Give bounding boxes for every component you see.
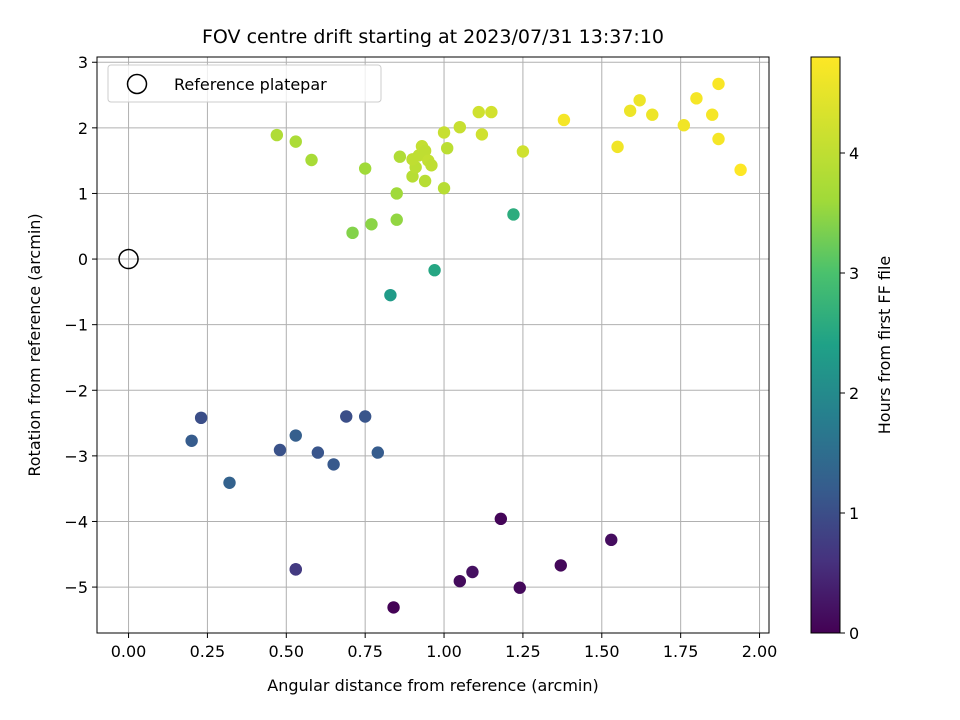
- data-point: [554, 559, 567, 572]
- x-tick-label: 0.50: [268, 642, 304, 661]
- y-tick-label: 0: [78, 250, 88, 269]
- data-point: [428, 264, 441, 277]
- data-point: [365, 218, 378, 231]
- data-point: [223, 476, 236, 489]
- legend-marker-icon: [126, 73, 148, 95]
- colorbar-ticks: 0 1 2 3 4: [840, 144, 859, 643]
- data-point: [437, 182, 451, 195]
- data-point: [273, 443, 287, 457]
- data-point: [418, 174, 432, 188]
- data-point: [453, 574, 467, 588]
- x-tick-label: 1.00: [426, 642, 462, 661]
- data-point: [418, 144, 432, 158]
- colorbar-tick-label: 1: [849, 504, 859, 523]
- y-axis-ticks: −5 −4 −3 −2 −1 0 1 2 3: [64, 53, 97, 597]
- data-point: [425, 159, 438, 172]
- y-tick-label: −1: [64, 316, 88, 335]
- colorbar-tick-label: 4: [849, 144, 859, 163]
- data-point: [346, 226, 359, 240]
- data-point: [340, 410, 353, 423]
- data-point: [437, 126, 451, 139]
- data-point: [185, 434, 198, 447]
- x-axis-ticks: 0.00 0.25 0.50 0.75 1.00 1.25 1.50 1.75 2.00: [111, 633, 778, 661]
- data-point: [393, 150, 407, 163]
- y-tick-label: 3: [78, 53, 88, 72]
- data-point: [358, 162, 372, 175]
- data-point: [472, 105, 485, 119]
- y-tick-label: 1: [78, 184, 88, 203]
- y-tick-label: −2: [64, 381, 88, 400]
- colorbar-tick-label: 2: [849, 384, 859, 403]
- data-point: [384, 288, 397, 302]
- data-point: [358, 410, 372, 423]
- x-tick-label: 1.50: [584, 642, 620, 661]
- y-axis-label: Rotation from reference (arcmin): [25, 213, 44, 476]
- data-point: [494, 512, 508, 526]
- data-point: [440, 141, 454, 155]
- data-point: [557, 113, 571, 127]
- x-axis-label: Angular distance from reference (arcmin): [267, 676, 598, 695]
- data-point: [305, 153, 318, 167]
- data-point: [453, 120, 467, 134]
- plot-frame: [96, 56, 770, 634]
- data-point: [712, 77, 725, 91]
- x-tick-label: 2.00: [742, 642, 778, 661]
- data-point: [371, 446, 384, 459]
- y-tick-label: 2: [78, 119, 88, 138]
- grid: [97, 57, 769, 633]
- data-point: [289, 429, 302, 442]
- colorbar-label: Hours from first FF file: [875, 256, 894, 435]
- data-point: [605, 533, 618, 547]
- data-point: [623, 104, 637, 117]
- y-tick-label: −3: [64, 447, 88, 466]
- data-point: [311, 446, 325, 459]
- data-point: [475, 128, 489, 141]
- y-tick-label: −5: [64, 578, 88, 597]
- data-point: [327, 458, 340, 471]
- data-point: [706, 108, 719, 121]
- data-point: [516, 145, 530, 158]
- y-tick-label: −4: [64, 512, 88, 531]
- x-tick-label: 1.25: [505, 642, 541, 661]
- data-point: [677, 119, 691, 132]
- x-tick-label: 0.00: [111, 642, 147, 661]
- colorbar-tick-label: 0: [849, 624, 859, 643]
- chart-title: FOV centre drift starting at 2023/07/31 …: [202, 26, 664, 48]
- legend: Reference platepar: [107, 64, 382, 103]
- data-point: [646, 108, 659, 121]
- data-point: [633, 94, 646, 107]
- legend-box: [107, 64, 382, 103]
- data-point: [712, 132, 725, 146]
- data-point: [390, 187, 403, 200]
- data-point: [194, 411, 208, 425]
- data-point: [690, 92, 703, 105]
- scatter-points: [185, 77, 747, 614]
- data-point: [513, 581, 526, 594]
- data-point: [507, 208, 520, 221]
- data-point: [289, 135, 302, 148]
- legend-label: Reference platepar: [174, 75, 327, 94]
- data-point: [270, 128, 284, 142]
- data-point: [466, 565, 479, 579]
- reference-platepar-marker: [118, 248, 139, 270]
- colorbar-tick-label: 3: [849, 264, 859, 283]
- x-tick-label: 0.25: [190, 642, 226, 661]
- colorbar: [810, 56, 841, 634]
- x-tick-label: 1.75: [663, 642, 699, 661]
- data-point: [611, 140, 624, 154]
- data-point: [485, 105, 498, 119]
- data-point: [734, 163, 747, 177]
- x-tick-label: 0.75: [347, 642, 383, 661]
- data-point: [387, 601, 400, 614]
- data-point: [289, 563, 302, 576]
- data-point: [390, 213, 403, 226]
